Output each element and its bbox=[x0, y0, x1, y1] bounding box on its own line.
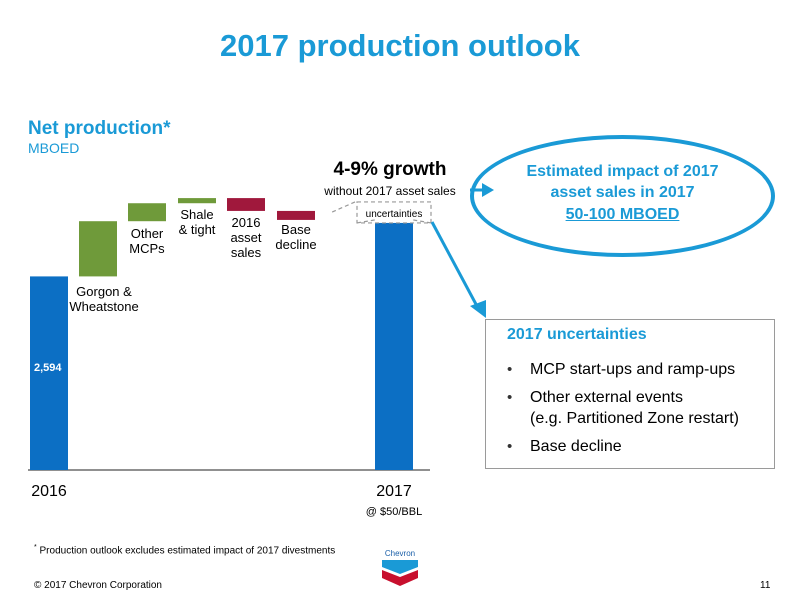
category-label: 2017 bbox=[376, 483, 412, 500]
category-label: Shale bbox=[180, 207, 213, 222]
bar-2016 bbox=[30, 276, 68, 470]
uncertainty-item: Base decline bbox=[530, 438, 622, 455]
category-label: Wheatstone bbox=[69, 299, 138, 314]
chart-subtitle: MBOED bbox=[28, 140, 80, 156]
bullet-icon: • bbox=[507, 438, 513, 455]
category-label: Base bbox=[281, 222, 311, 237]
uncertainty-label: uncertainties bbox=[366, 209, 423, 220]
bullet-icon: • bbox=[507, 361, 513, 378]
uncertainty-item: Other external events bbox=[530, 389, 683, 406]
category-label: sales bbox=[231, 245, 262, 260]
asset-sales-line1: Estimated impact of 2017 bbox=[526, 163, 719, 180]
bar-other-mcps bbox=[128, 203, 166, 222]
footnote-mark: * bbox=[34, 544, 37, 551]
uncertainty-item: MCP start-ups and ramp-ups bbox=[530, 361, 736, 378]
category-label: Gorgon & bbox=[76, 284, 132, 299]
bar-2017 bbox=[375, 219, 413, 470]
bar-gorgon-wheatstone bbox=[79, 221, 117, 277]
copyright: © 2017 Chevron Corporation bbox=[34, 580, 162, 591]
base-decline-connector bbox=[329, 201, 356, 214]
category-label: & tight bbox=[179, 222, 216, 237]
asset-sales-ellipse bbox=[470, 135, 775, 257]
growth-subtext: without 2017 asset sales bbox=[324, 184, 456, 198]
uncertainties-title: 2017 uncertainties bbox=[507, 326, 647, 343]
data-label: 2,594 bbox=[34, 362, 62, 374]
asset-sales-line2: asset sales in 2017 bbox=[550, 184, 695, 201]
chart-title: Net production* bbox=[28, 118, 171, 139]
slide-title: 2017 production outlook bbox=[220, 28, 580, 63]
growth-headline: 4-9% growth bbox=[333, 159, 447, 180]
uncertainty-connector bbox=[412, 219, 432, 224]
bullet-icon: • bbox=[507, 389, 513, 406]
uncertainty-box bbox=[356, 201, 432, 224]
footnote: * Production outlook excludes estimated … bbox=[34, 544, 335, 556]
bar-base-decline bbox=[277, 210, 315, 220]
logo-wordmark: Chevron bbox=[385, 549, 415, 558]
arrow-to-uncertainties bbox=[430, 221, 480, 309]
category-label: MCPs bbox=[129, 241, 165, 256]
uncertainties-box bbox=[485, 319, 775, 469]
category-label: 2016 bbox=[232, 215, 261, 230]
uncertainty-item-detail: (e.g. Partitioned Zone restart) bbox=[530, 410, 739, 427]
footnote-text: Production outlook excludes estimated im… bbox=[36, 545, 336, 557]
arrow-head-icon bbox=[470, 300, 486, 318]
category-label: decline bbox=[275, 237, 316, 252]
category-label: 2016 bbox=[31, 483, 67, 500]
category-label: asset bbox=[230, 230, 261, 245]
category-label: Other bbox=[131, 226, 164, 241]
bar-shale-tight bbox=[178, 198, 216, 204]
chevron-logo-icon: Chevron bbox=[382, 549, 418, 586]
uncertainty-connector bbox=[356, 219, 376, 224]
x-sublabel: @ $50/BBL bbox=[366, 506, 422, 518]
page-number: 11 bbox=[760, 580, 771, 591]
bar-2016-asset-sales bbox=[227, 198, 265, 211]
asset-sales-value: 50-100 MBOED bbox=[565, 206, 680, 223]
